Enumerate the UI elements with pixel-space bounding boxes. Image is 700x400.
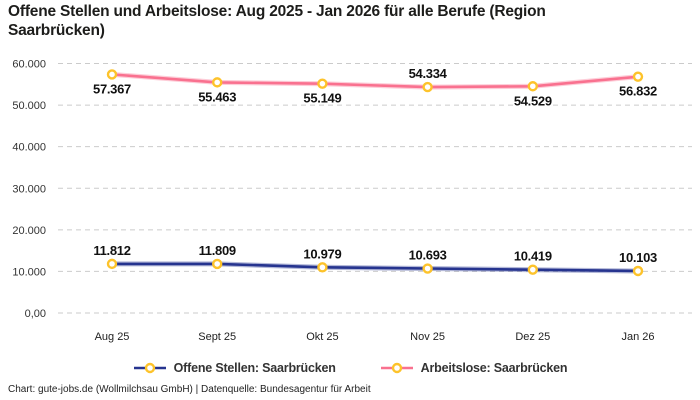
x-axis-tick-label: Sept 25 [198, 331, 236, 343]
data-point-marker [211, 258, 223, 270]
x-axis-tick-label: Nov 25 [410, 331, 445, 343]
chart-svg: 0,00 10.000 20.000 30.000 40.000 50.000 60.000… [12, 59, 692, 343]
data-point-marker [422, 81, 433, 93]
y-axis-tick-label: 20.000 [12, 225, 46, 237]
data-point-marker [632, 71, 644, 82]
y-axis-tick-label: 50.000 [12, 100, 46, 112]
series-line [110, 73, 640, 89]
data-point-label: 10.103 [619, 250, 657, 265]
y-axis-tick-label: 60.000 [12, 59, 46, 71]
data-point-marker [317, 262, 328, 273]
legend-item: Offene Stellen: Saarbrücken [133, 361, 336, 375]
attribution-text: Chart: gute-jobs.de (Wollmilchsau GmbH) … [8, 384, 371, 395]
data-point-label: 11.809 [199, 243, 236, 258]
chart-title: Offene Stellen und Arbeitslose: Aug 2025… [8, 3, 546, 39]
x-axis-tick-label: Okt 25 [306, 331, 338, 343]
data-point-label: 10.693 [409, 248, 447, 263]
data-point-marker [106, 258, 118, 270]
x-axis-tick-label: Aug 25 [95, 331, 130, 343]
data-point-label: 54.529 [514, 93, 552, 108]
y-axis-tick-label: 30.000 [12, 183, 46, 195]
y-axis-tick-label: 40.000 [12, 142, 46, 154]
x-axis-tick-label: Jan 26 [621, 331, 654, 343]
plot-area: 0,00 10.000 20.000 30.000 40.000 50.000 60.000… [0, 52, 700, 347]
data-point-marker [317, 78, 328, 89]
legend-item: Arbeitslose: Saarbrücken [380, 361, 568, 375]
data-point-label: 57.367 [93, 81, 131, 96]
data-point-label: 11.812 [93, 243, 130, 258]
data-point-label: 55.149 [303, 91, 341, 106]
data-point-label: 10.979 [303, 246, 341, 261]
data-point-marker [527, 81, 538, 92]
legend-label: Offene Stellen: Saarbrücken [173, 361, 336, 375]
data-point-marker [211, 77, 223, 88]
legend-line-marker-icon [380, 362, 413, 374]
data-point-marker [422, 263, 433, 274]
data-point-marker [527, 264, 538, 275]
series-line [110, 262, 640, 273]
data-point-label: 56.832 [619, 84, 657, 99]
legend-label: Arbeitslose: Saarbrücken [420, 361, 568, 375]
y-axis-tick-label: 10.000 [12, 266, 46, 278]
data-point-marker [106, 69, 118, 80]
data-point-label: 55.463 [198, 89, 236, 104]
data-point-marker [632, 265, 644, 277]
legend-line-marker-icon [133, 362, 166, 374]
data-point-label: 10.419 [514, 249, 552, 264]
data-point-label: 54.334 [409, 66, 448, 81]
chart-legend: Offene Stellen: Saarbrücken Arbeitslose: … [0, 361, 700, 375]
y-axis-tick-label: 0,00 [25, 308, 46, 320]
x-axis-tick-label: Dez 25 [515, 331, 550, 343]
